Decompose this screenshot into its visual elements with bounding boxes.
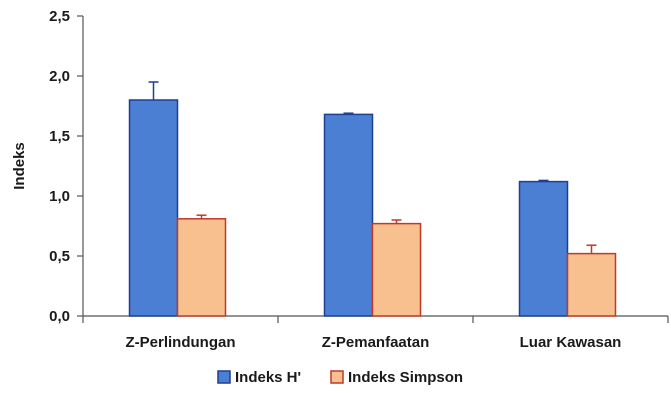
plot-area: 0,0 0,5 1,0 1,5 2,0 2,5 Z-Perlindungan Z-Pemanf… (49, 8, 669, 351)
y-tick-label: 0,5 (49, 248, 70, 265)
x-tick-label: Luar Kawasan (520, 334, 622, 351)
bar-indeks-simpson (371, 222, 422, 317)
y-tick-label: 2,5 (49, 8, 70, 25)
legend-label-indeks-simpson: Indeks Simpson (348, 369, 463, 386)
bar-indeks-simpson (566, 252, 617, 317)
bar-indeks-h (323, 113, 374, 317)
bar-indeks-h (518, 180, 569, 317)
bar-indeks-h (128, 99, 179, 317)
bar-indeks-simpson (176, 218, 227, 317)
y-tick-label: 1,0 (49, 188, 70, 205)
legend: Indeks H' Indeks Simpson (217, 369, 463, 386)
legend-label-indeks-h: Indeks H' (235, 369, 301, 386)
y-tick-label: 0,0 (49, 308, 70, 325)
y-axis-title: Indeks (11, 142, 28, 190)
y-tick-label: 1,5 (49, 128, 70, 145)
x-tick-label: Z-Perlindungan (126, 334, 236, 351)
y-tick-label: 2,0 (49, 68, 70, 85)
legend-swatch-indeks-h (217, 370, 231, 384)
legend-swatch-indeks-simpson (330, 370, 344, 384)
x-tick-label: Z-Pemanfaatan (322, 334, 430, 351)
